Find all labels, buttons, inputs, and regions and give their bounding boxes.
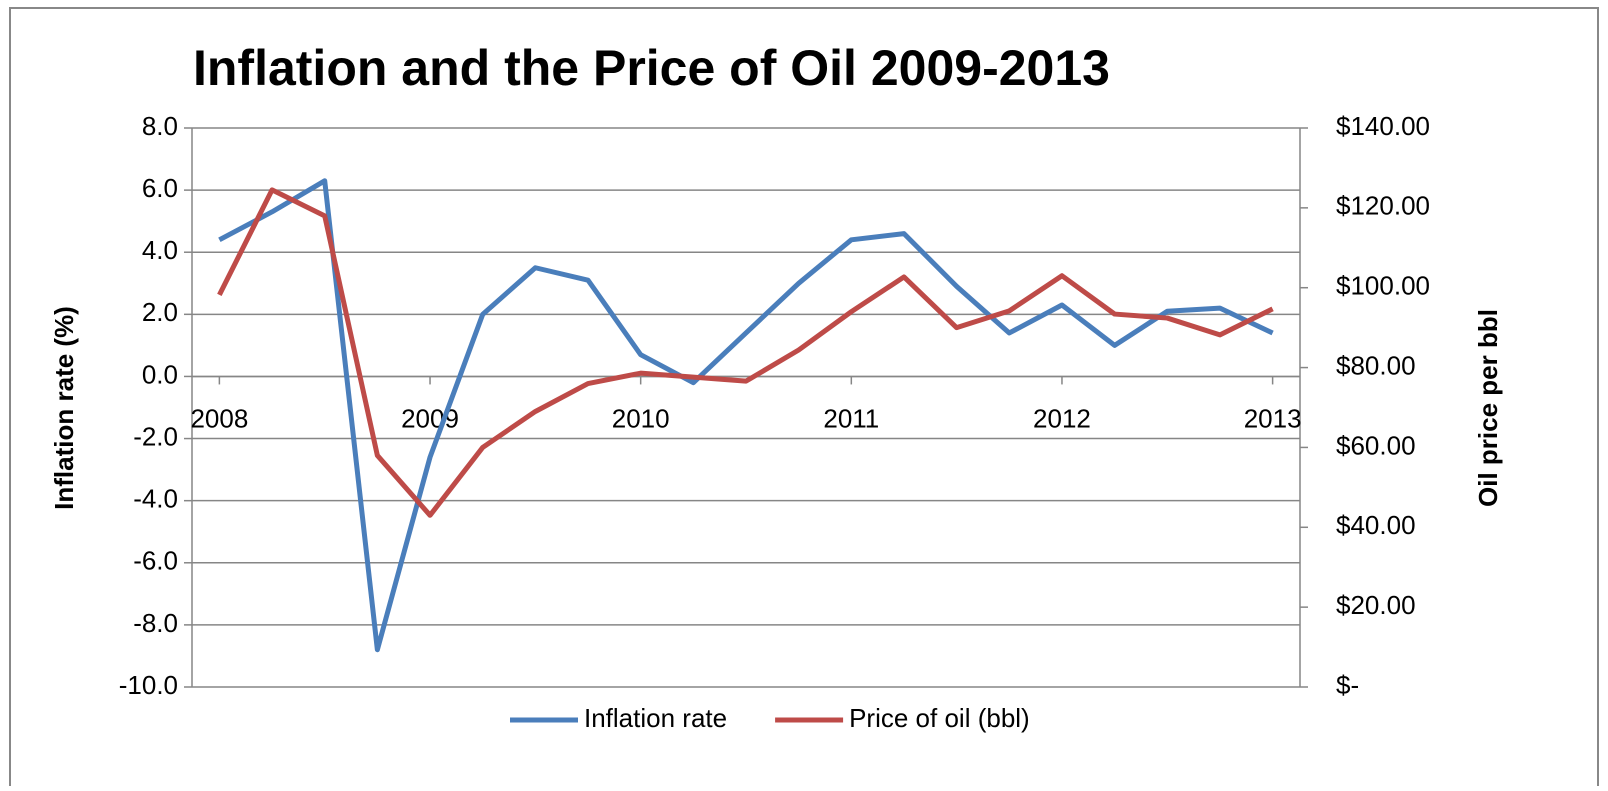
y-tick-label: 0.0 xyxy=(142,359,178,389)
y-axis-title: Inflation rate (%) xyxy=(49,306,79,510)
y2-tick-label: $140.00 xyxy=(1336,111,1430,141)
legend-label: Price of oil (bbl) xyxy=(849,703,1030,733)
y-tick-label: 6.0 xyxy=(142,173,178,203)
y-tick-label: -4.0 xyxy=(133,484,178,514)
y-tick-label: -10.0 xyxy=(119,670,178,700)
x-tick-label: 2010 xyxy=(612,403,670,433)
y2-tick-label: $100.00 xyxy=(1336,271,1430,301)
chart-title: Inflation and the Price of Oil 2009-2013 xyxy=(193,40,1110,96)
chart-frame xyxy=(9,7,1599,791)
y2-tick-label: $60.00 xyxy=(1336,430,1416,460)
y2-tick-label: $20.00 xyxy=(1336,590,1416,620)
y2-tick-label: $- xyxy=(1336,670,1359,700)
series-line xyxy=(218,178,1274,653)
legend-label: Inflation rate xyxy=(584,703,727,733)
x-tick-label: 2008 xyxy=(190,403,248,433)
y-tick-label: -2.0 xyxy=(133,421,178,451)
y-tick-label: 8.0 xyxy=(142,111,178,141)
x-tick-label: 2011 xyxy=(823,403,879,433)
y2-tick-label: $80.00 xyxy=(1336,350,1416,380)
x-tick-label: 2012 xyxy=(1033,403,1091,433)
y-tick-label: -8.0 xyxy=(133,608,178,638)
y2-tick-label: $40.00 xyxy=(1336,510,1416,540)
series-line xyxy=(217,187,1274,518)
y2-tick-label: $120.00 xyxy=(1336,191,1430,221)
y-tick-label: 4.0 xyxy=(142,235,178,265)
y-tick-label: 2.0 xyxy=(142,297,178,327)
x-tick-label: 2013 xyxy=(1244,403,1302,433)
y2-axis-title: Oil price per bbl xyxy=(1473,309,1503,507)
y-tick-label: -6.0 xyxy=(133,546,178,576)
